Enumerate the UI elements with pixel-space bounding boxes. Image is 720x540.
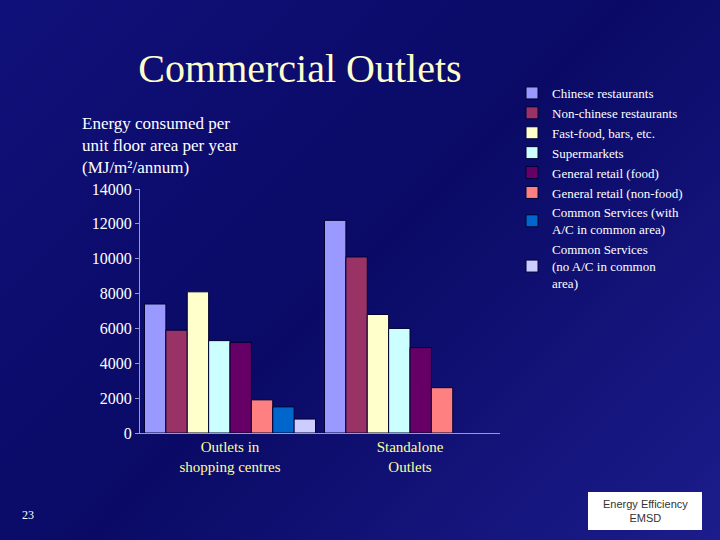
svg-text:Fast-food, bars, etc.: Fast-food, bars, etc. <box>552 126 655 141</box>
svg-text:Energy consumed perunit floor: Energy consumed perunit floor area per y… <box>82 114 238 177</box>
svg-text:23: 23 <box>22 508 34 522</box>
svg-text:Non-chinese restaurants: Non-chinese restaurants <box>552 106 677 121</box>
svg-text:4000: 4000 <box>100 355 132 372</box>
svg-text:8000: 8000 <box>100 285 132 302</box>
svg-text:Chinese restaurants: Chinese restaurants <box>552 86 653 101</box>
svg-text:Outlets inshopping centres: Outlets inshopping centres <box>179 439 280 475</box>
svg-text:0: 0 <box>124 425 132 442</box>
svg-text:Energy EfficiencyEMSD: Energy EfficiencyEMSD <box>603 498 688 524</box>
svg-text:General retail (non-food): General retail (non-food) <box>552 186 683 201</box>
svg-text:Common Services(no A/C in comm: Common Services(no A/C in commonarea) <box>552 242 656 291</box>
svg-text:StandaloneOutlets: StandaloneOutlets <box>377 439 444 475</box>
svg-text:Common Services (withA/C in co: Common Services (withA/C in common area) <box>552 205 679 237</box>
svg-text:12000: 12000 <box>92 215 132 232</box>
svg-text:General retail (food): General retail (food) <box>552 166 659 181</box>
svg-text:6000: 6000 <box>100 320 132 337</box>
svg-text:14000: 14000 <box>92 181 132 198</box>
svg-text:Supermarkets: Supermarkets <box>552 146 623 161</box>
svg-text:Commercial Outlets: Commercial Outlets <box>138 46 461 91</box>
svg-text:2000: 2000 <box>100 390 132 407</box>
svg-text:10000: 10000 <box>92 250 132 267</box>
